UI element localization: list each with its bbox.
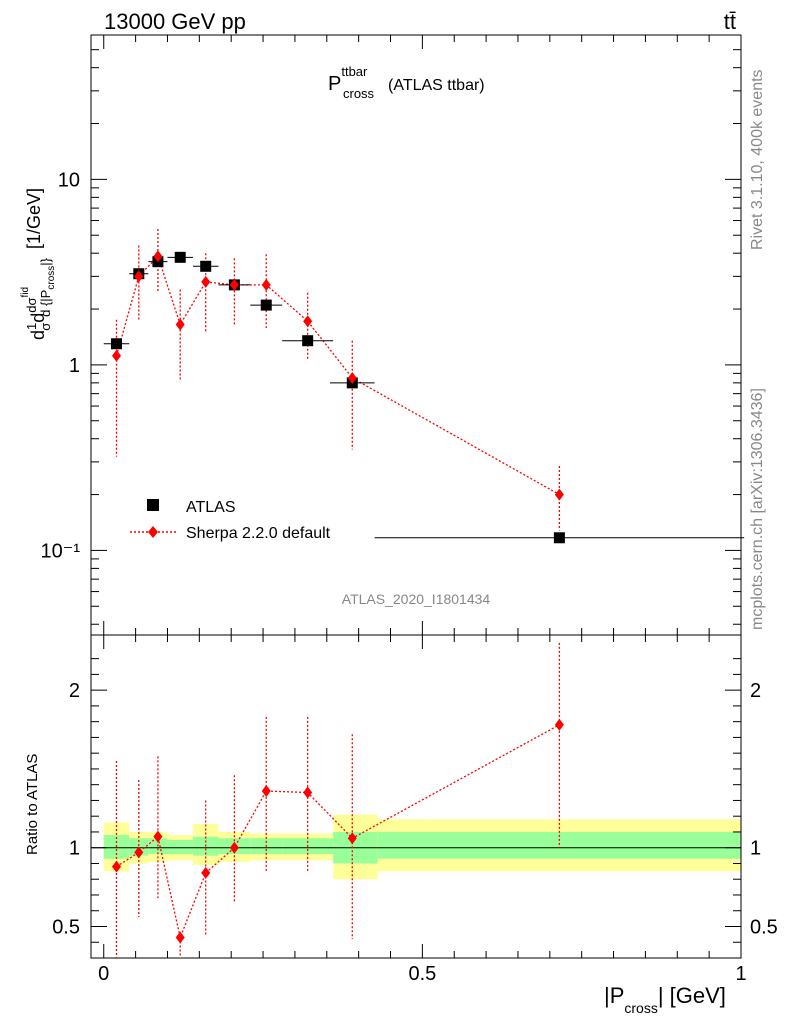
sherpa-line <box>115 255 560 496</box>
x-tick-label: 1 <box>735 963 746 985</box>
ratio-y-tick-label: 2 <box>69 680 80 702</box>
plot-title: Pttbar cross (ATLAS ttbar) <box>328 64 485 101</box>
plot-title-sub: cross <box>343 86 375 101</box>
legend-sherpa-label: Sherpa 2.2.0 default <box>186 525 331 542</box>
ratio-plot-frame <box>90 634 742 959</box>
atlas-point <box>174 251 186 263</box>
ratio-band-green <box>167 839 193 855</box>
sherpa-point <box>347 371 357 384</box>
sherpa-point <box>229 278 239 291</box>
legend: ATLAS Sherpa 2.2.0 default <box>130 499 331 542</box>
main-y-axis-label: d1σddσfid d {|Pcross|} [1/GeV] <box>20 188 57 340</box>
ratio-sherpa-point <box>554 718 564 731</box>
ratio-y-tick-label: 1 <box>69 838 80 860</box>
x-axis-label-sub: cross <box>624 1000 657 1016</box>
ratio-sherpa-point <box>261 784 271 797</box>
sherpa-point <box>201 275 211 288</box>
plot-title-main: P <box>328 73 341 95</box>
atlas-point <box>200 260 212 272</box>
ratio-panel: 0 0.5 1 0.5 0.5 1 1 2 2 <box>52 634 778 985</box>
x-axis-label-pre: |P <box>604 983 624 1008</box>
sherpa-point <box>111 349 121 362</box>
ratio-sherpa-point <box>153 830 163 843</box>
atlas-point <box>302 335 314 347</box>
y-tick-label: 10⁻¹ <box>41 540 81 562</box>
y-tick-label: 1 <box>69 355 80 377</box>
sherpa-point <box>261 278 271 291</box>
ratio-sherpa-point <box>229 841 239 854</box>
atlas-point <box>110 338 122 350</box>
x-axis-label: |Pcross| [GeV] <box>604 983 726 1016</box>
analysis-watermark: ATLAS_2020_I1801434 <box>342 591 491 607</box>
sherpa-point <box>175 318 185 331</box>
ratio-y-axis-label: Ratio to ATLAS <box>24 754 41 855</box>
x-axis-label-post: | [GeV] <box>658 983 726 1008</box>
ratio-sherpa-point <box>134 846 144 859</box>
mcplots-source-label: mcplots.cern.ch [arXiv:1306.3436] <box>749 388 766 630</box>
header-left: 13000 GeV pp <box>104 9 246 34</box>
x-tick-label: 0 <box>98 963 109 985</box>
sherpa-point <box>134 270 144 283</box>
ratio-sherpa-point <box>111 860 121 873</box>
y-tick-label: 10 <box>58 169 80 191</box>
ratio-sherpa-line <box>116 724 560 940</box>
main-plot-frame <box>90 34 742 636</box>
rivet-version-label: Rivet 3.1.10, 400k events <box>749 69 766 250</box>
sherpa-point <box>153 250 163 263</box>
ratio-sherpa-point <box>347 832 357 845</box>
ratio-y-tick-label-right: 0.5 <box>750 916 778 938</box>
sherpa-point <box>303 315 313 328</box>
legend-atlas-marker <box>147 499 159 511</box>
ratio-y-tick-label: 0.5 <box>52 916 80 938</box>
ratio-y-tick-label-right: 2 <box>750 680 761 702</box>
main-panel: 10⁻¹ 1 10 <box>41 34 745 636</box>
header-right: tt̄ <box>724 9 736 34</box>
atlas-point <box>260 299 272 311</box>
atlas-point <box>553 532 565 544</box>
plot-title-rest: (ATLAS ttbar) <box>388 77 485 94</box>
ratio-sherpa-point <box>303 786 313 799</box>
x-tick-label: 0.5 <box>408 963 436 985</box>
legend-sherpa-marker <box>148 526 158 538</box>
ratio-y-tick-label-right: 1 <box>750 838 761 860</box>
plot-title-sup: ttbar <box>341 64 368 79</box>
sherpa-point <box>554 488 564 501</box>
ratio-sherpa-point <box>175 931 185 944</box>
ratio-sherpa-point <box>201 866 211 879</box>
legend-atlas-label: ATLAS <box>186 499 236 516</box>
